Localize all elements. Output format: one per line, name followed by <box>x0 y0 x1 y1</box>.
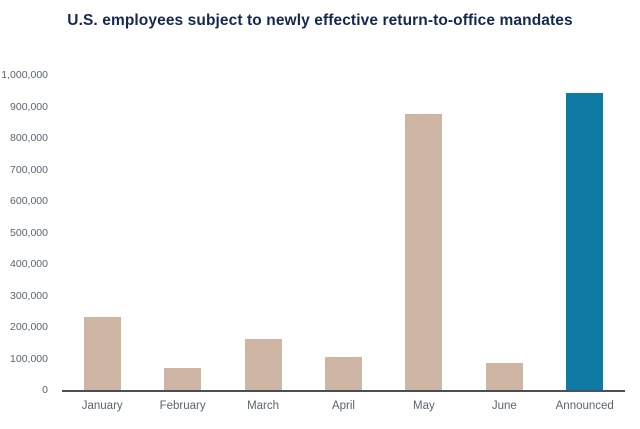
x-tick-label-may: May <box>413 400 435 412</box>
bar-column-may <box>384 75 464 390</box>
y-tick-label: 700,000 <box>10 163 48 176</box>
chart-title: U.S. employees subject to newly effectiv… <box>67 12 573 29</box>
x-tick-label-january: January <box>81 400 123 412</box>
bar-january <box>83 316 121 390</box>
bar-column-march <box>223 75 303 390</box>
y-tick-label: 300,000 <box>10 289 48 302</box>
bar-column-february <box>142 75 222 390</box>
bar-column-january <box>62 75 142 390</box>
y-tick-label: 0 <box>42 384 48 396</box>
y-axis-tick-labels: 0 100,000 200,000 300,000 400,000 500,000 600,… <box>0 69 48 396</box>
plot-area <box>62 75 625 392</box>
x-tick-label-announced: Announced <box>555 400 614 412</box>
bar-announced <box>566 92 604 390</box>
bar-april <box>324 357 362 390</box>
x-tick-label-february: February <box>159 400 206 412</box>
x-axis-tick-labels: January February March April May June Announce… <box>62 400 625 412</box>
x-tick-label-april: April <box>331 400 355 412</box>
bar-series <box>62 75 625 390</box>
y-tick-label: 600,000 <box>10 195 48 207</box>
bar-march <box>244 339 282 390</box>
bar-column-april <box>303 75 383 390</box>
bar-column-announced <box>545 75 625 390</box>
y-tick-label: 100,000 <box>10 352 48 365</box>
x-tick-label-june: June <box>491 400 517 412</box>
bar-may <box>405 114 443 390</box>
y-tick-label: 500,000 <box>10 226 48 239</box>
x-tick-label-march: March <box>247 400 280 412</box>
y-tick-label: 900,000 <box>10 100 48 113</box>
y-tick-label: 400,000 <box>10 258 48 270</box>
bar-february <box>164 367 202 390</box>
y-tick-label: 200,000 <box>10 321 48 333</box>
y-tick-label: 1,000,000 <box>1 69 48 81</box>
bar-june <box>485 362 523 390</box>
y-tick-label: 800,000 <box>10 132 48 144</box>
bar-column-june <box>464 75 544 390</box>
